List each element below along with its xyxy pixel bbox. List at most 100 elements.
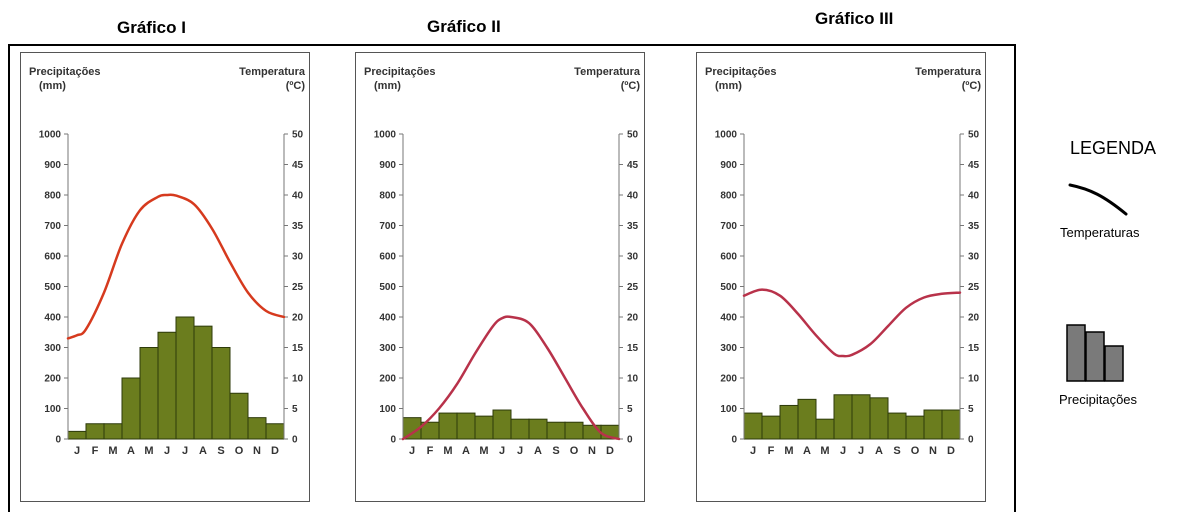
precipitation-bar (905, 415, 925, 440)
month-label: M (820, 445, 829, 457)
precipitation-bar (175, 316, 195, 440)
precip-tick-label: 900 (379, 160, 396, 171)
temp-axis-label: Temperatura (ºC) (574, 65, 640, 93)
precipitation-bar (528, 418, 548, 440)
precip-tick-label: 600 (44, 252, 61, 263)
month-label: S (893, 445, 900, 457)
precipitation-bar (743, 412, 763, 440)
temp-axis-title: Temperatura (915, 66, 981, 78)
temp-tick-label: 30 (968, 252, 980, 263)
month-label: J (409, 445, 415, 457)
precip-tick-label: 500 (44, 282, 61, 293)
precipitation-bar (67, 430, 87, 440)
temp-tick-label: 25 (292, 282, 304, 293)
temp-tick-label: 20 (292, 313, 304, 324)
climograph-plot-2: 0 100 200 300 400 500 600 700 800 900 1000 0 5 10 15 20… (374, 130, 639, 458)
temperature-line (742, 288, 962, 358)
temp-tick-label: 30 (292, 252, 304, 263)
precipitation-bar (869, 397, 889, 440)
precip-tick-label: 100 (379, 404, 396, 415)
precipitation-bar (851, 394, 871, 440)
legend-title: LEGENDA (1070, 138, 1157, 158)
temp-tick-label: 50 (968, 130, 980, 141)
precip-tick-label: 200 (379, 374, 396, 385)
legend-temperature-icon (1068, 183, 1128, 216)
precipitation-bar (265, 423, 285, 440)
legend-bar (1085, 331, 1105, 382)
precip-tick-label: 0 (390, 435, 396, 446)
precipitation-bar (887, 412, 907, 440)
precipitation-bar (923, 409, 943, 440)
precipitation-bar (211, 347, 231, 440)
temp-tick-label: 5 (968, 404, 974, 415)
temp-axis-title: Temperatura (574, 66, 640, 78)
precipitation-bar (546, 421, 566, 440)
precip-axis-unit: (mm) (715, 80, 742, 92)
precip-tick-label: 400 (720, 313, 737, 324)
temp-tick-label: 25 (968, 282, 980, 293)
temp-tick-label: 40 (968, 191, 980, 202)
precip-tick-label: 0 (55, 435, 61, 446)
precipitation-bar (474, 415, 494, 440)
precip-tick-label: 400 (379, 313, 396, 324)
month-label: S (217, 445, 224, 457)
charts-frame (8, 44, 1016, 512)
temp-tick-label: 35 (292, 221, 304, 232)
temp-tick-label: 0 (292, 435, 298, 446)
legend-precipitation-icon (1066, 324, 1124, 382)
temp-tick-label: 25 (627, 282, 639, 293)
precip-tick-label: 700 (44, 221, 61, 232)
chart-title-2: Gráfico II (427, 17, 501, 36)
temp-axis-unit: (ºC) (620, 80, 640, 92)
temp-tick-label: 15 (292, 343, 304, 354)
month-label: J (517, 445, 523, 457)
temp-tick-label: 45 (292, 160, 304, 171)
chart-title-3: Gráfico III (815, 9, 894, 28)
month-label: O (570, 445, 579, 457)
precipitation-bar (139, 347, 159, 440)
month-label: M (443, 445, 452, 457)
precip-tick-label: 600 (379, 252, 396, 263)
precipitation-bar (941, 409, 961, 440)
precip-tick-label: 600 (720, 252, 737, 263)
temp-tick-label: 40 (627, 191, 639, 202)
precipitation-bar (510, 418, 530, 440)
legend-temperature-label: Temperaturas (1060, 225, 1140, 240)
precipitation-bar (438, 412, 458, 440)
month-label: O (911, 445, 920, 457)
climograph-plot-3: 0 100 200 300 400 500 600 700 800 900 1000 0 5 10 15 20… (715, 130, 980, 458)
temp-tick-label: 20 (627, 313, 639, 324)
month-label: J (750, 445, 756, 457)
precipitation-bar (456, 412, 476, 440)
legend-precipitation-label: Precipitações (1059, 392, 1138, 407)
precip-tick-label: 1000 (39, 130, 62, 141)
precip-tick-label: 500 (379, 282, 396, 293)
precip-tick-label: 200 (720, 374, 737, 385)
month-label: N (929, 445, 937, 457)
climograph-plot-1: 0 100 200 300 400 500 600 700 800 900 1000 0 5 10 15 20… (39, 130, 304, 458)
month-label: J (840, 445, 846, 457)
month-label: J (182, 445, 188, 457)
precipitation-bar (582, 424, 602, 440)
precip-axis-label: Precipitações (mm) (364, 65, 436, 93)
temp-tick-label: 15 (627, 343, 639, 354)
temp-tick-label: 10 (292, 374, 304, 385)
precip-axis-label: Precipitações (mm) (705, 65, 777, 93)
month-label: J (164, 445, 170, 457)
precipitation-bar (193, 325, 213, 440)
precipitation-bar (247, 417, 267, 440)
month-label: J (74, 445, 80, 457)
month-label: M (108, 445, 117, 457)
temp-tick-label: 40 (292, 191, 304, 202)
temp-tick-label: 45 (627, 160, 639, 171)
month-label: N (588, 445, 596, 457)
temp-tick-label: 5 (627, 404, 633, 415)
month-label: S (552, 445, 559, 457)
precip-tick-label: 1000 (374, 130, 397, 141)
precipitation-bar (564, 421, 584, 440)
legend-bar (1066, 324, 1086, 382)
precipitation-bar (103, 423, 123, 440)
precip-tick-label: 400 (44, 313, 61, 324)
month-label: J (858, 445, 864, 457)
month-label: D (947, 445, 955, 457)
